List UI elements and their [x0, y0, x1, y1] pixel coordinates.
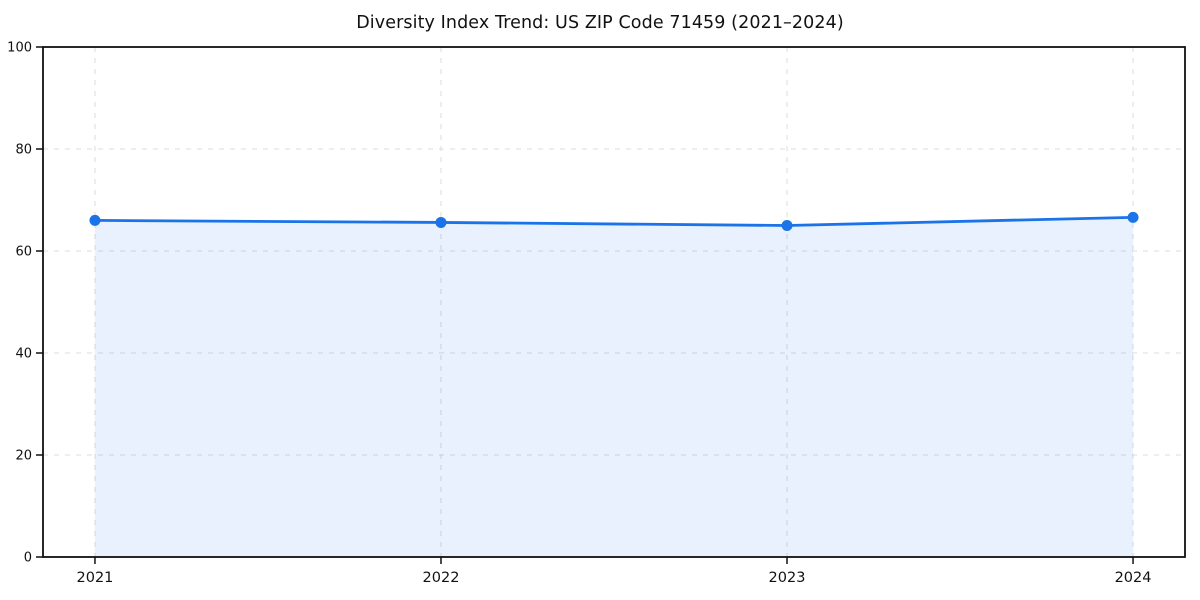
- trend-line: [93, 215, 1135, 227]
- y-tick-label: 80: [15, 143, 32, 158]
- x-tick-label: 2021: [77, 570, 114, 586]
- data-point: [435, 216, 447, 228]
- x-tick-label: 2022: [423, 570, 460, 586]
- plot-border: [42, 46, 1186, 558]
- y-tick-label: 40: [15, 347, 32, 362]
- data-point: [89, 214, 101, 226]
- y-tick-label: 20: [15, 449, 32, 464]
- data-point: [1127, 211, 1139, 223]
- y-tick-label: 0: [24, 551, 32, 566]
- y-tick-label: 60: [15, 245, 32, 260]
- y-tick-label: 100: [7, 41, 32, 56]
- x-tick-label: 2024: [1115, 570, 1152, 586]
- chart-title: Diversity Index Trend: US ZIP Code 71459…: [356, 13, 844, 33]
- area-fill: [94, 217, 1134, 557]
- x-tick-label: 2023: [769, 570, 806, 586]
- data-point: [781, 220, 793, 231]
